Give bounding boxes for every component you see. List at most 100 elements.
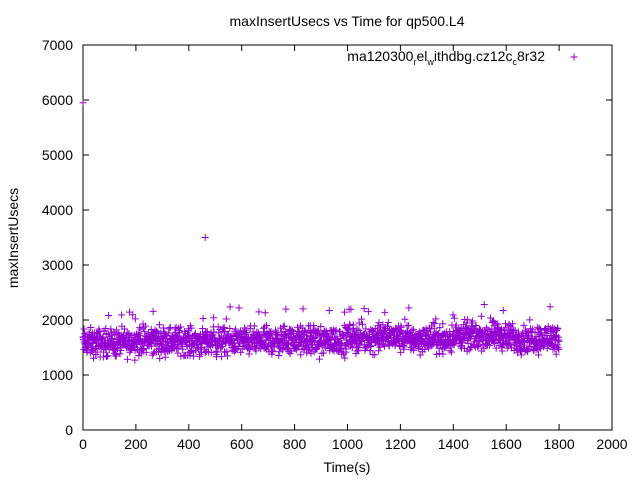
x-tick-label: 1000: [332, 436, 363, 452]
data-point: [299, 305, 307, 313]
data-point: [543, 329, 551, 337]
data-point: [451, 338, 459, 346]
data-point: [177, 323, 185, 331]
legend-marker: [570, 53, 578, 61]
data-point: [310, 322, 318, 330]
y-tick-label: 3000: [42, 257, 73, 273]
data-point: [179, 345, 187, 353]
data-point: [384, 319, 392, 327]
data-point: [472, 322, 480, 330]
chart-title: maxInsertUsecs vs Time for qp500.L4: [230, 13, 465, 29]
data-point: [401, 315, 409, 323]
data-point: [285, 348, 293, 356]
y-tick-label: 2000: [42, 312, 73, 328]
data-point: [90, 354, 98, 362]
data-point: [480, 345, 488, 353]
legend: ma120300relwithdbg.cz12cc8r32: [347, 48, 578, 67]
data-point: [88, 347, 96, 355]
data-point: [319, 349, 327, 357]
x-tick-label: 200: [124, 436, 148, 452]
data-point: [174, 344, 182, 352]
data-point-outlier: [79, 99, 87, 107]
data-point: [297, 351, 305, 359]
data-point: [539, 343, 547, 351]
data-point: [289, 327, 297, 335]
data-point: [123, 355, 131, 363]
data-point: [125, 330, 133, 338]
data-point: [229, 336, 237, 344]
data-point: [317, 323, 325, 331]
y-axis-ticks: 0 1000 2000 3000 4000 5000 6000 7000: [42, 37, 612, 438]
data-point: [199, 315, 207, 323]
data-point: [511, 326, 519, 334]
data-point: [341, 308, 349, 316]
data-point: [349, 321, 357, 329]
data-point: [102, 324, 110, 332]
data-point: [341, 354, 349, 362]
data-point: [149, 349, 157, 357]
data-point: [105, 312, 113, 320]
data-point: [131, 356, 139, 364]
data-point: [176, 327, 184, 335]
data-point: [514, 328, 522, 336]
data-point: [234, 334, 242, 342]
data-point: [405, 304, 413, 312]
data-point: [113, 326, 121, 334]
data-point: [274, 331, 282, 339]
data-point: [156, 354, 164, 362]
data-point: [337, 345, 345, 353]
data-point: [499, 307, 507, 315]
data-point: [432, 315, 440, 323]
data-point: [219, 324, 227, 332]
data-point: [407, 331, 415, 339]
data-point: [220, 323, 228, 331]
data-point: [237, 348, 245, 356]
data-point: [142, 348, 150, 356]
data-point: [405, 321, 413, 329]
plot-frame: [82, 44, 613, 431]
data-point: [475, 341, 483, 349]
data-point: [209, 331, 217, 339]
data-point: [381, 308, 389, 316]
data-point: [210, 328, 218, 336]
data-point: [310, 335, 318, 343]
data-point: [384, 323, 392, 331]
data-point: [226, 324, 234, 332]
data-point: [226, 303, 234, 311]
data-point: [177, 352, 185, 360]
data-point: [171, 325, 179, 333]
y-tick-label: 0: [65, 422, 73, 438]
data-point: [555, 333, 563, 341]
data-point-outlier: [201, 234, 209, 241]
data-point: [439, 320, 447, 328]
data-point: [186, 352, 194, 360]
data-point: [107, 325, 115, 333]
data-point: [255, 331, 263, 339]
data-point: [371, 351, 379, 359]
data-point: [277, 336, 285, 344]
data-point: [430, 325, 438, 333]
data-point: [375, 319, 383, 327]
data-point: [482, 324, 490, 332]
data-point: [275, 348, 283, 356]
data-point: [88, 340, 96, 348]
data-point: [480, 301, 488, 309]
x-axis-ticks: 0 200 400 600 800 1000 1200 1400 1600 1800 2000: [79, 45, 628, 452]
data-point: [355, 319, 363, 327]
data-point: [555, 337, 563, 345]
x-tick-label: 600: [230, 436, 254, 452]
y-tick-label: 4000: [42, 202, 73, 218]
data-point: [260, 324, 268, 332]
data-point: [364, 308, 372, 316]
data-point: [435, 350, 443, 358]
data-point: [342, 345, 350, 353]
data-point: [261, 309, 269, 317]
data-point: [449, 311, 457, 319]
data-point: [282, 305, 290, 313]
data-point: [554, 344, 562, 352]
data-point: [397, 348, 405, 356]
x-tick-label: 400: [177, 436, 201, 452]
y-tick-label: 7000: [42, 37, 73, 53]
data-point: [213, 348, 221, 356]
